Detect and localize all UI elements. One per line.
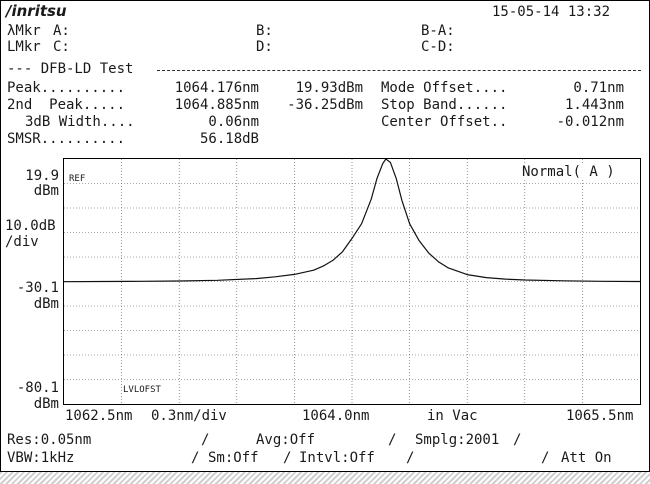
display-mode-label: Normal( A ) (522, 164, 615, 180)
second-peak-level: -36.25dBm (287, 97, 363, 113)
x-span-per-div: 0.3nm/div (151, 408, 227, 424)
status-separator: / (283, 450, 292, 466)
screen-bezel-edge (0, 472, 650, 484)
y-scale-unit: /div (5, 234, 39, 250)
x-start-wavelength: 1062.5nm (65, 408, 133, 424)
smsr-label: SMSR.......... (7, 131, 126, 147)
x-center-wavelength: 1064.0nm (302, 408, 370, 424)
ref-label: REF (69, 174, 86, 184)
interval-status: Intvl:Off (299, 450, 375, 466)
resolution-status: Res:0.05nm (7, 432, 92, 448)
marker-b-label: B: (256, 23, 273, 39)
y-mid-level: -30.1 (16, 280, 59, 296)
spectrum-trace (64, 159, 640, 283)
status-separator: / (406, 450, 415, 466)
test-title-divider (157, 70, 641, 71)
second-peak-wavelength: 1064.885nm (174, 97, 259, 113)
smoothing-status: Sm:Off (208, 450, 259, 466)
width-3db-label: 3dB Width.... (25, 114, 135, 130)
smsr-value: 56.18dB (199, 131, 259, 147)
mode-offset-value: 0.71nm (573, 80, 624, 96)
stop-band-label: Stop Band...... (381, 97, 508, 113)
stop-band-value: 1.443nm (564, 97, 624, 113)
marker-ba-label: B-A: (421, 23, 455, 39)
second-peak-label: 2nd Peak..... (7, 97, 126, 113)
datetime-readout: 15-05-14 13:32 (492, 4, 611, 20)
peak-level: 19.93dBm (295, 80, 363, 96)
y-scale: 10.0dB (5, 218, 56, 234)
level-marker-label: LMkr (7, 39, 41, 55)
brand-logo: /inritsu (6, 2, 67, 20)
marker-a-label: A: (53, 23, 70, 39)
marker-cd-label: C-D: (421, 39, 455, 55)
marker-c-label: C: (53, 39, 70, 55)
spectrum-svg (64, 159, 640, 404)
wavelength-marker-label: λMkr (7, 23, 41, 39)
status-separator: / (513, 432, 522, 448)
y-top-unit: dBm (33, 183, 59, 199)
status-separator: / (541, 450, 550, 466)
x-end-wavelength: 1065.5nm (566, 408, 634, 424)
y-bottom-level: -80.1 (16, 380, 59, 396)
peak-label: Peak.......... (7, 80, 126, 96)
level-offset-label: LVLOFST (123, 385, 161, 395)
y-bottom-unit: dBm (33, 396, 59, 412)
test-title: --- DFB-LD Test (7, 61, 134, 77)
y-mid-unit: dBm (33, 296, 59, 312)
status-separator: / (201, 432, 210, 448)
x-medium: in Vac (427, 408, 478, 424)
center-offset-value: -0.012nm (556, 114, 624, 130)
y-top-level: 19.9 (25, 168, 59, 184)
peak-wavelength: 1064.176nm (174, 80, 259, 96)
osa-screen: /inritsu 15-05-14 13:32 λMkr A: B: B-A: … (0, 0, 650, 472)
status-separator: / (388, 432, 397, 448)
average-status: Avg:Off (256, 432, 316, 448)
mode-offset-label: Mode Offset.... (381, 80, 508, 96)
status-separator: / (191, 450, 200, 466)
width-3db-value: 0.06nm (208, 114, 259, 130)
attenuator-status: Att On (561, 450, 612, 466)
spectrum-plot[interactable]: REF LVLOFST Normal( A ) (63, 158, 641, 405)
marker-d-label: D: (256, 39, 273, 55)
vbw-status: VBW:1kHz (7, 450, 75, 466)
sampling-status: Smplg:2001 (415, 432, 500, 448)
center-offset-label: Center Offset.. (381, 114, 508, 130)
